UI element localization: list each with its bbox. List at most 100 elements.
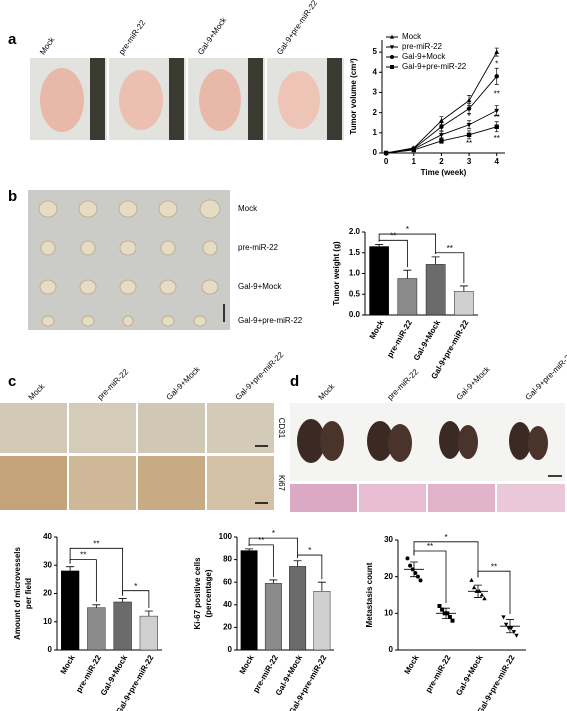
marker — [390, 65, 394, 69]
marker — [440, 607, 445, 612]
significance-label: * — [308, 546, 311, 555]
photo-label: Gal-9+Mock — [238, 282, 282, 291]
error-bar — [92, 604, 101, 608]
error-bar — [144, 610, 153, 617]
annotation: ** — [494, 113, 500, 122]
marker — [418, 578, 423, 583]
significance-label: ** — [447, 244, 453, 253]
bar — [397, 278, 418, 316]
marker — [494, 124, 499, 129]
marker — [469, 577, 474, 582]
photo-label: Gal-9+pre-miR-22 — [275, 0, 320, 56]
bar — [454, 291, 474, 316]
legend-label: pre-miR-22 — [402, 42, 443, 51]
bar — [139, 615, 158, 651]
photo-label: Mock — [317, 381, 338, 402]
marker — [494, 74, 499, 79]
y-axis-title: Tumor volume (cm³) — [349, 58, 358, 135]
marker — [439, 124, 444, 129]
mouse-photos — [30, 58, 344, 140]
significance-label: * — [272, 529, 275, 538]
y-tick-label: 10 — [384, 608, 393, 617]
bar — [113, 601, 132, 651]
significance-label: ** — [491, 562, 497, 571]
bar — [264, 583, 282, 651]
photos — [0, 58, 565, 512]
x-tick-label: 2 — [439, 157, 444, 166]
significance-bracket — [69, 547, 124, 596]
mean-sd — [500, 619, 520, 634]
annotation: ** — [494, 134, 500, 143]
x-tick-label: 1 — [412, 157, 417, 166]
y-tick-label: 0 — [373, 148, 378, 157]
significance-label: ** — [80, 551, 86, 560]
tumor-photo — [28, 190, 230, 330]
y-tick-label: 0.0 — [349, 310, 361, 319]
y-tick-label: 1.5 — [349, 248, 361, 257]
photo-label: pre-miR-22 — [96, 367, 131, 402]
error-bar — [375, 244, 384, 247]
annotation: * — [468, 112, 471, 121]
marker — [437, 604, 442, 608]
x-tick-label: Mock — [403, 653, 421, 676]
significance-bracket — [477, 570, 511, 614]
x-tick-label: Gal-9+Mock — [412, 318, 443, 362]
y-tick-label: 1.0 — [349, 269, 361, 278]
photo-label: Gal-9+Mock — [196, 15, 229, 56]
marker — [390, 55, 394, 59]
marker — [503, 622, 509, 627]
marker — [466, 122, 472, 128]
y-axis-title: per field — [24, 578, 33, 609]
significance-label: ** — [427, 542, 433, 551]
x-tick-label: pre-miR-22 — [74, 653, 103, 694]
marker — [447, 615, 452, 619]
significance-bracket — [378, 233, 437, 254]
legend-label: Mock — [402, 32, 422, 41]
bar — [369, 246, 389, 316]
bar — [87, 607, 106, 651]
legend-label: Gal-9+pre-miR-22 — [402, 62, 467, 71]
y-tick-label: 40 — [43, 532, 52, 541]
y-tick-label: 60 — [223, 577, 232, 586]
bar — [313, 591, 331, 651]
significance-bracket — [248, 537, 299, 558]
y-tick-label: 0 — [228, 645, 233, 654]
marker — [466, 132, 472, 138]
panel-label: b — [8, 188, 17, 205]
y-tick-label: 100 — [219, 532, 233, 541]
photo-label: Gal-9+pre-miR-22 — [238, 316, 303, 325]
error-bar — [293, 560, 302, 567]
x-tick-label: Mock — [238, 653, 256, 676]
legend-label: Gal-9+Mock — [402, 52, 446, 61]
y-tick-label: 0 — [389, 645, 394, 654]
panel-label: c — [8, 373, 16, 390]
marker — [514, 633, 519, 638]
y-tick-label: 20 — [384, 572, 393, 581]
error-bar — [459, 285, 468, 292]
marker — [439, 133, 444, 138]
photo-label: Mock — [27, 381, 48, 402]
significance-bracket — [122, 590, 150, 609]
significance-bracket — [297, 554, 323, 580]
marker — [471, 585, 477, 590]
marker — [494, 49, 500, 54]
y-tick-label: 40 — [223, 600, 232, 609]
y-tick-label: 0 — [48, 645, 53, 654]
y-tick-label: 0.5 — [349, 289, 361, 298]
y-tick-label: 80 — [223, 555, 232, 564]
annotation: ** — [466, 139, 472, 148]
marker — [511, 630, 517, 635]
marker — [411, 147, 416, 153]
y-tick-label: 1 — [373, 128, 378, 137]
significance-bracket — [413, 541, 479, 578]
significance-label: * — [406, 225, 409, 234]
y-axis-title: Ki-67 positive cells — [193, 557, 202, 630]
marker — [494, 108, 500, 114]
significance-label: * — [444, 533, 447, 542]
y-tick-label: 30 — [43, 560, 52, 569]
marker — [450, 618, 455, 623]
marker — [389, 45, 395, 50]
x-axis-title: Time (week) — [421, 168, 467, 177]
annotation: * — [495, 59, 498, 68]
significance-label: * — [134, 582, 137, 591]
